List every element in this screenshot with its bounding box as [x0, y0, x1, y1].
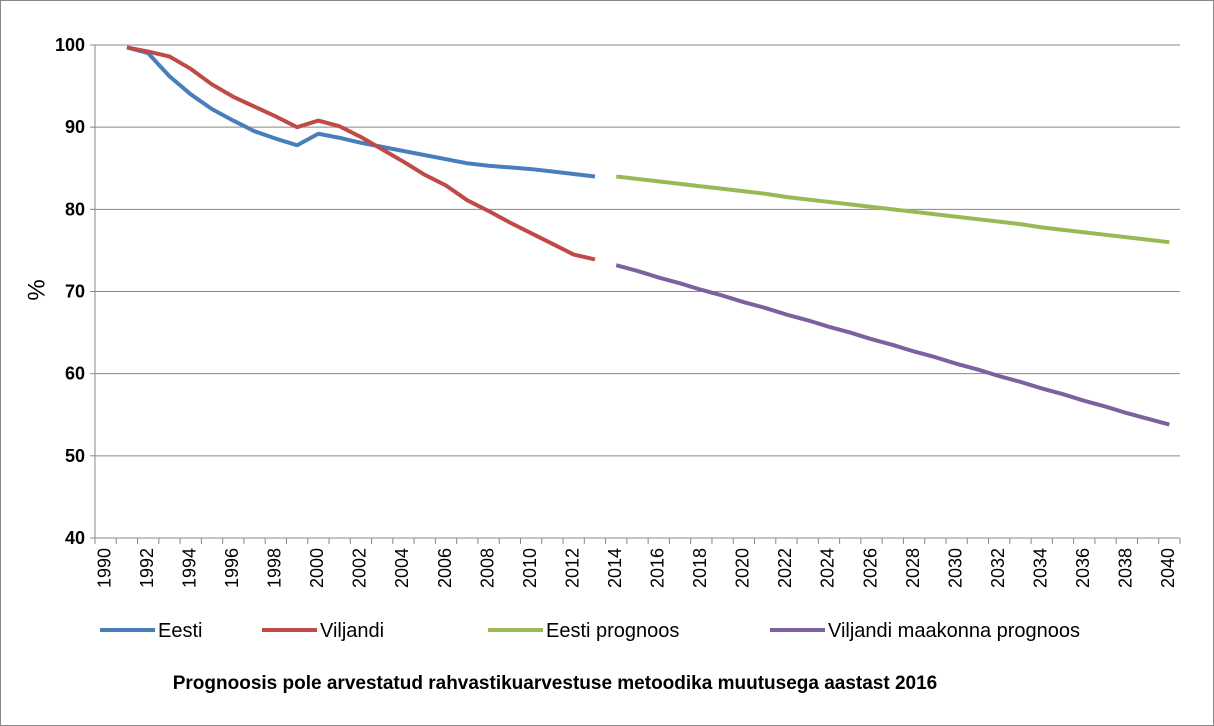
y-axis-label: %	[23, 279, 50, 300]
x-tick-label: 2032	[988, 548, 1008, 588]
x-tick-label: 1998	[265, 548, 285, 588]
y-tick-label: 60	[65, 364, 85, 384]
x-tick-label: 2000	[307, 548, 327, 588]
x-tick-label: 2014	[605, 548, 625, 588]
x-tick-label: 2012	[562, 548, 582, 588]
x-tick-label: 2008	[477, 548, 497, 588]
x-tick-label: 2004	[392, 548, 412, 588]
x-tick-label: 2016	[648, 548, 668, 588]
y-tick-label: 50	[65, 446, 85, 466]
legend-label: Viljandi maakonna prognoos	[828, 620, 1080, 642]
y-tick-label: 80	[65, 199, 85, 219]
x-tick-label: 2022	[775, 548, 795, 588]
x-tick-label: 2034	[1030, 548, 1050, 588]
y-tick-label: 100	[55, 35, 85, 55]
series-line	[126, 45, 596, 179]
y-tick-label: 70	[65, 282, 85, 302]
x-tick-label: 2020	[733, 548, 753, 588]
legend-label: Eesti prognoos	[546, 620, 679, 642]
x-tick-label: 2018	[690, 548, 710, 588]
series-line	[615, 263, 1170, 427]
x-tick-label: 1992	[137, 548, 157, 588]
x-tick-label: 2010	[520, 548, 540, 588]
x-tick-label: 1990	[94, 548, 114, 588]
series-line	[616, 174, 1170, 245]
x-tick-label: 2002	[350, 548, 370, 588]
series-line	[126, 45, 596, 262]
y-tick-label: 40	[65, 528, 85, 548]
legend-label: Viljandi	[320, 620, 384, 642]
x-tick-label: 2024	[818, 548, 838, 588]
x-tick-label: 2030	[945, 548, 965, 588]
x-tick-label: 2006	[435, 548, 455, 588]
x-tick-label: 1996	[222, 548, 242, 588]
x-tick-label: 1994	[179, 548, 199, 588]
x-tick-label: 2038	[1116, 548, 1136, 588]
x-tick-label: 2026	[860, 548, 880, 588]
legend-label: Eesti	[158, 620, 202, 642]
y-tick-label: 90	[65, 117, 85, 137]
x-tick-label: 2036	[1073, 548, 1093, 588]
x-tick-label: 2040	[1158, 548, 1178, 588]
x-tick-label: 2028	[903, 548, 923, 588]
chart-note: Prognoosis pole arvestatud rahvastikuarv…	[172, 673, 938, 694]
